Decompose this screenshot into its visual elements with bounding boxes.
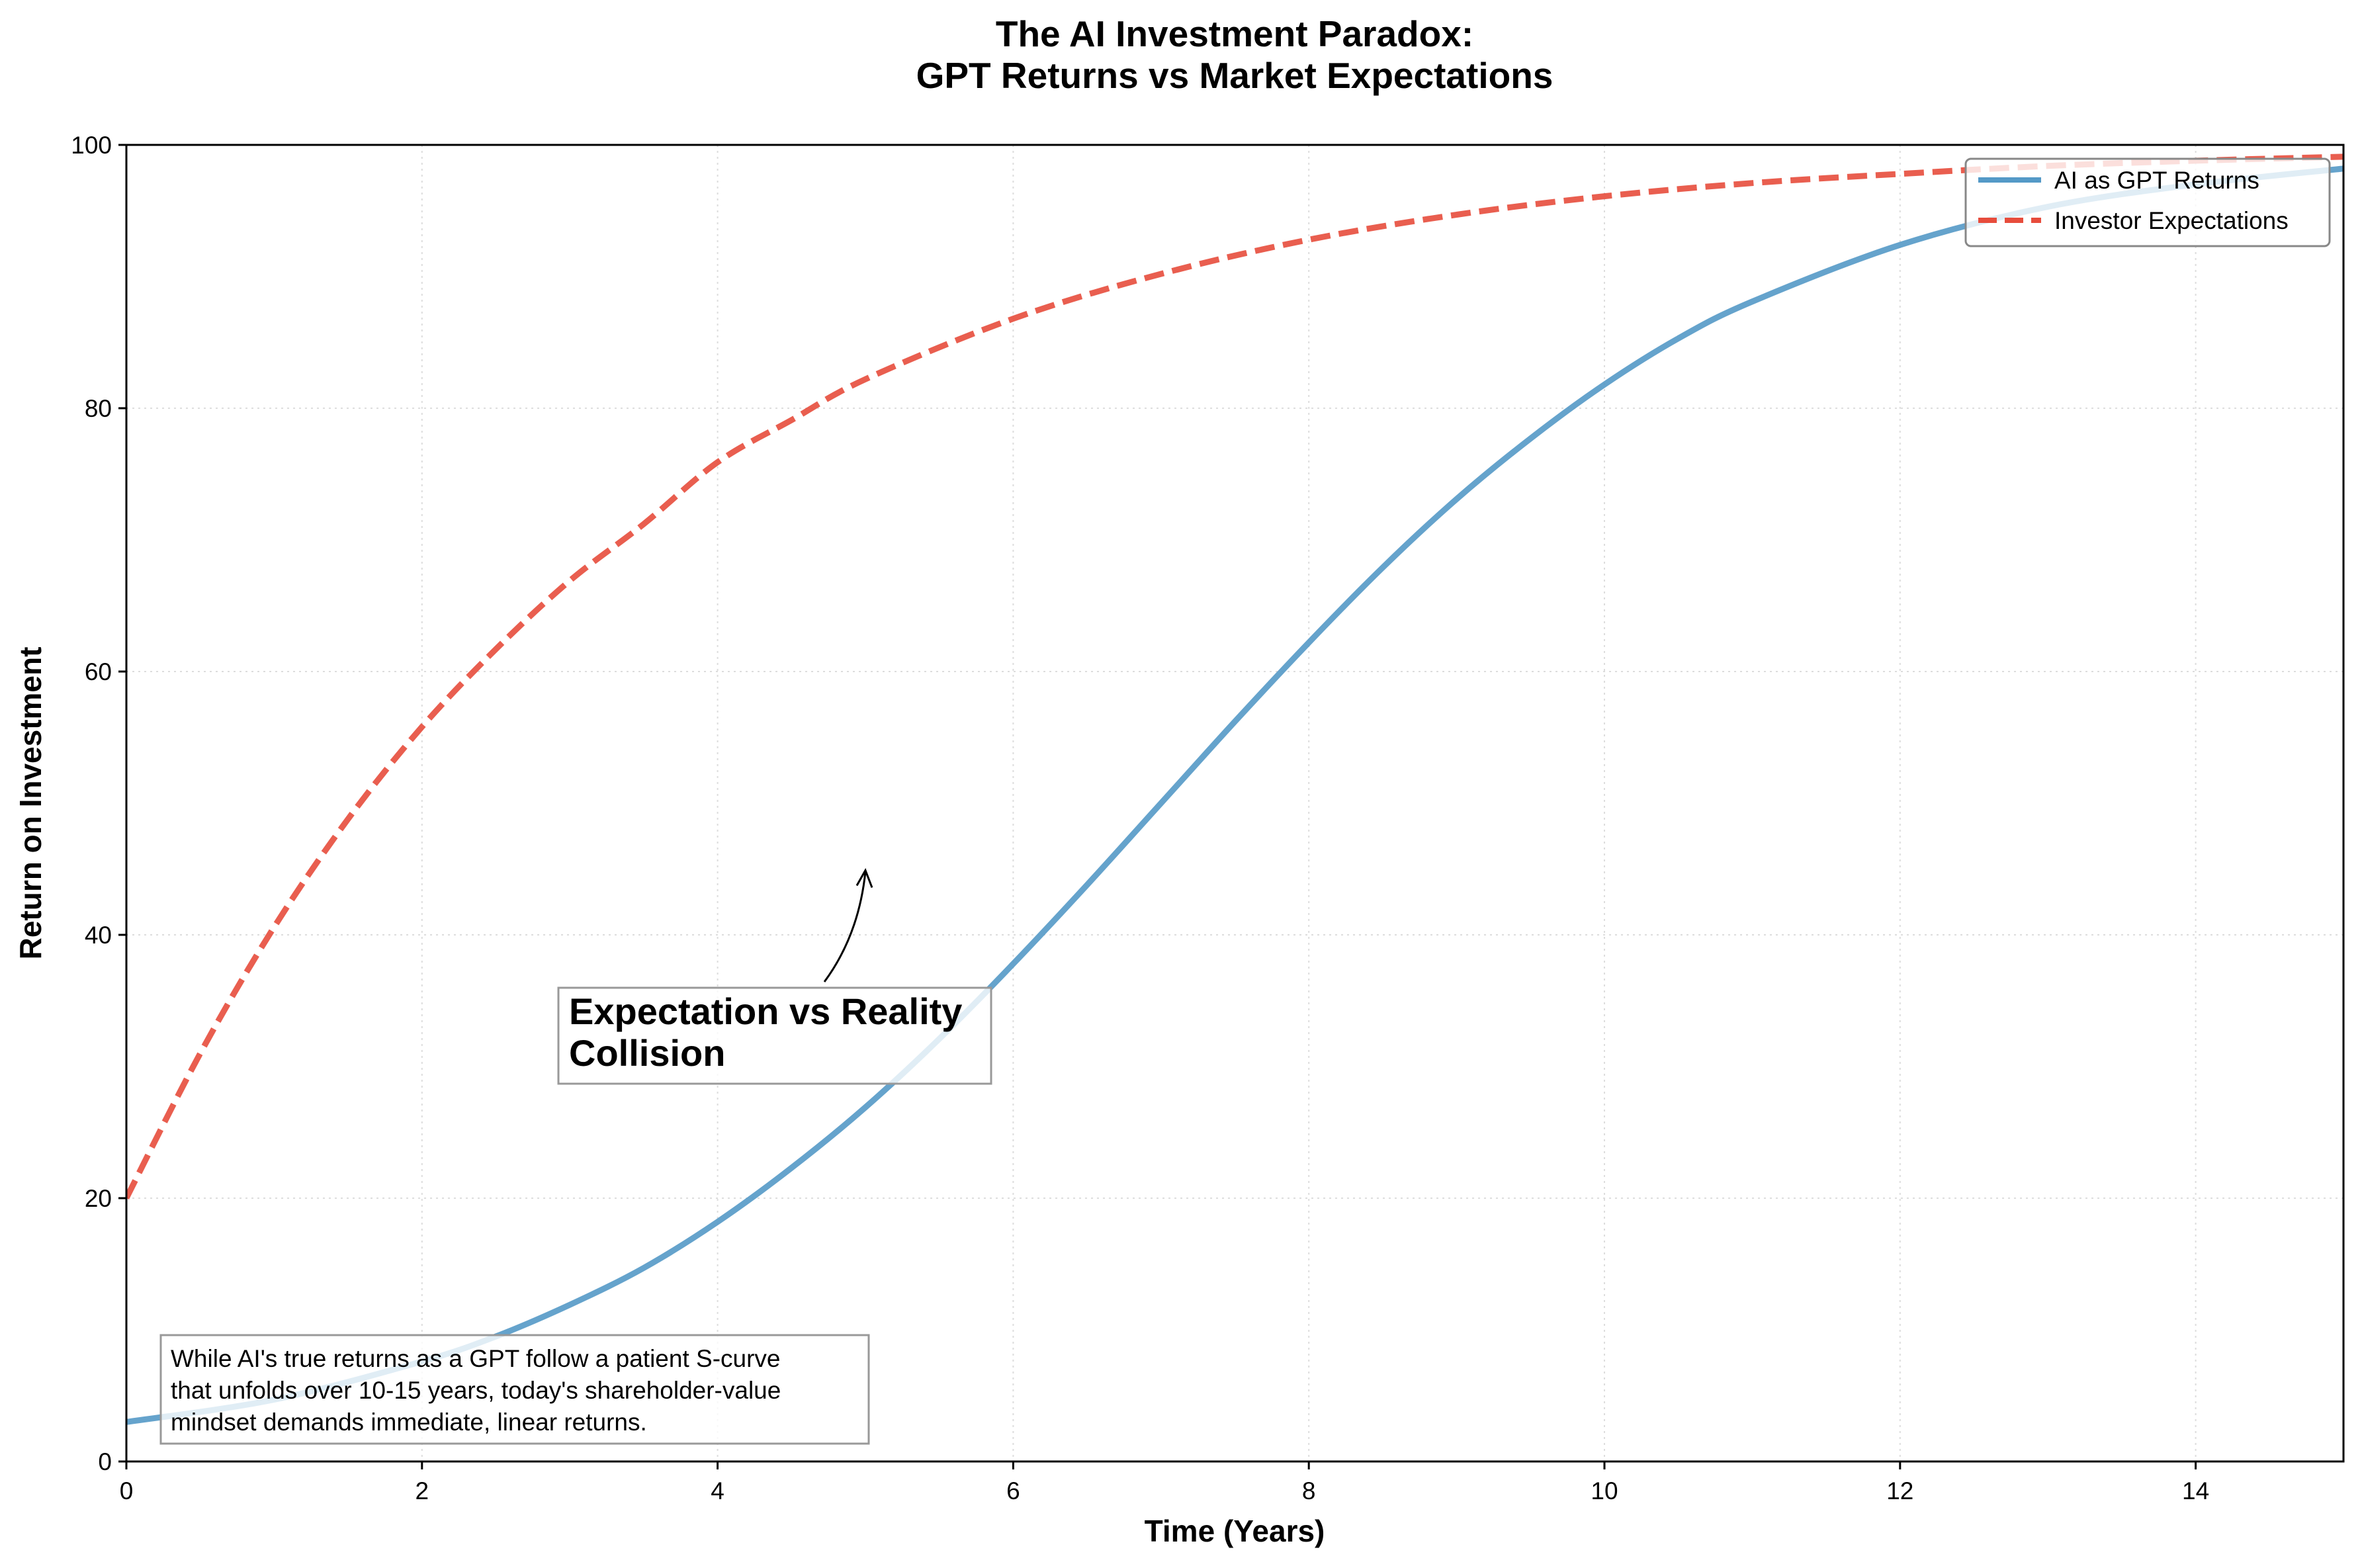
series-line-investor-expectations <box>126 153 2343 1200</box>
axis-ticks: 0 2 4 6 8 10 12 14 0 20 40 60 80 100 <box>71 132 2209 1504</box>
annotation-arrowhead <box>855 867 873 889</box>
annotation-collision: Expectation vs Reality Collision <box>557 867 992 1085</box>
note-text-line-1: While AI's true returns as a GPT follow … <box>171 1345 781 1372</box>
x-tick-label: 6 <box>1006 1477 1020 1504</box>
plot-frame <box>125 144 2345 1463</box>
y-tick-label: 60 <box>85 658 112 685</box>
legend-label-gpt-returns: AI as GPT Returns <box>2054 167 2259 194</box>
y-tick-label: 80 <box>85 395 112 422</box>
legend: AI as GPT Returns Investor Expectations <box>1964 157 2331 247</box>
y-tick-label: 20 <box>85 1185 112 1212</box>
chart-title-line-2: GPT Returns vs Market Expectations <box>916 55 1553 96</box>
chart-title-line-1: The AI Investment Paradox: <box>996 13 1473 54</box>
y-tick-label: 100 <box>71 132 112 159</box>
series-line-gpt-returns <box>126 165 2343 1425</box>
x-tick-label: 4 <box>711 1477 724 1504</box>
note-box-frame <box>159 1334 870 1445</box>
x-tick-label: 12 <box>1886 1477 1913 1504</box>
y-axis-label: Return on Investment <box>13 647 48 960</box>
legend-label-investor-expectations: Investor Expectations <box>2054 207 2289 234</box>
y-tick-label: 40 <box>85 922 112 949</box>
annotation-text-line-1: Expectation vs Reality <box>569 990 962 1032</box>
annotation-text-line-2: Collision <box>569 1032 725 1074</box>
x-tick-label: 14 <box>2182 1477 2209 1504</box>
x-tick-label: 8 <box>1302 1477 1316 1504</box>
note-text-line-3: mindset demands immediate, linear return… <box>171 1409 647 1436</box>
annotation-arrow <box>823 871 867 982</box>
x-axis-label: Time (Years) <box>1145 1514 1325 1548</box>
series-layer <box>126 153 2343 1425</box>
x-tick-label: 10 <box>1591 1477 1618 1504</box>
x-tick-label: 2 <box>416 1477 429 1504</box>
annotation-box <box>557 986 992 1085</box>
x-tick-label: 0 <box>120 1477 134 1504</box>
legend-frame <box>1964 157 2331 247</box>
note-box: While AI's true returns as a GPT follow … <box>159 1334 870 1445</box>
note-text-line-2: that unfolds over 10-15 years, today's s… <box>171 1377 781 1404</box>
y-tick-label: 0 <box>98 1448 112 1475</box>
